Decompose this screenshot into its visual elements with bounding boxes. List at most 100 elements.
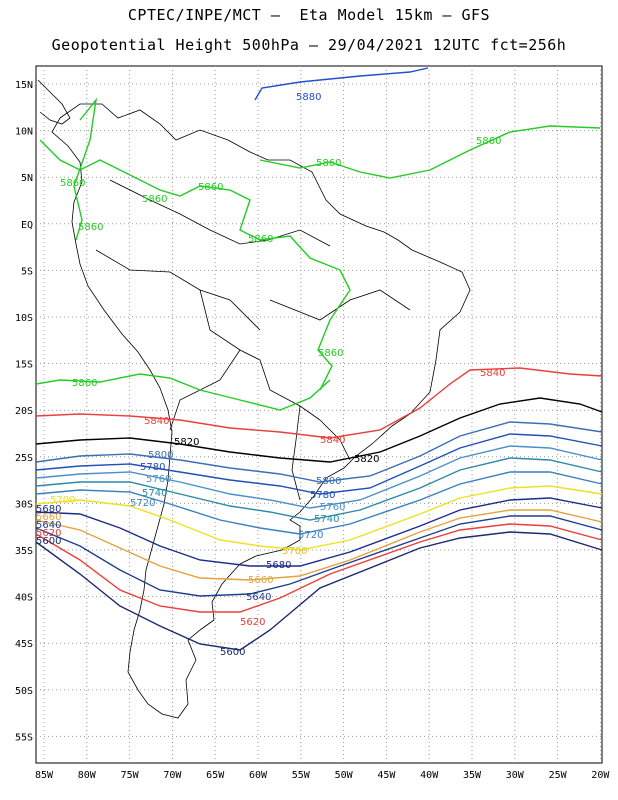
latitude-tick-label: 45S xyxy=(15,639,33,650)
contour-label: 5860 xyxy=(198,182,223,193)
contour-5860-west xyxy=(73,97,98,241)
contour-5840 xyxy=(35,367,603,439)
contour-5700 xyxy=(35,485,603,551)
contour-label: 5700 xyxy=(50,495,75,506)
contour-5800 xyxy=(35,421,603,483)
latitude-tick-label: EQ xyxy=(21,220,33,231)
latitude-tick-label: 25S xyxy=(15,453,33,464)
contour-5740 xyxy=(35,457,603,521)
contour-label: 5880 xyxy=(296,92,321,103)
longitude-tick-label: 85W xyxy=(35,770,54,781)
contour-label: 5840 xyxy=(480,368,505,379)
longitude-tick-label: 30W xyxy=(506,770,525,781)
contour-labels: 5880 5860 5860 5860 5860 5860 5860 5860 … xyxy=(36,92,505,658)
longitude-tick-label: 60W xyxy=(249,770,268,781)
latitude-tick-label: 15S xyxy=(15,360,33,371)
country-border-5 xyxy=(291,405,301,501)
country-border-6 xyxy=(269,289,411,321)
contour-label: 5860 xyxy=(476,136,501,147)
contour-label: 5640 xyxy=(246,592,271,603)
latitude-tick-label: 50S xyxy=(15,686,33,697)
longitude-tick-label: 70W xyxy=(163,770,182,781)
longitude-tick-label: 65W xyxy=(206,770,225,781)
longitude-tick-label: 50W xyxy=(335,770,354,781)
contour-label: 5620 xyxy=(240,617,265,628)
plot-frame xyxy=(35,65,603,764)
contour-label: 5840 xyxy=(320,435,345,446)
contour-label: 5860 xyxy=(142,194,167,205)
contour-5880 xyxy=(254,67,429,101)
contour-label: 5860 xyxy=(248,234,273,245)
contour-label: 5780 xyxy=(140,462,165,473)
lat-lon-grid xyxy=(36,66,602,763)
contour-label: 5680 xyxy=(36,504,61,515)
contour-label: 5820 xyxy=(174,437,199,448)
contour-label: 5860 xyxy=(60,178,85,189)
contour-5720 xyxy=(35,471,603,535)
contour-5820 xyxy=(35,397,603,463)
longitude-tick-label: 25W xyxy=(549,770,568,781)
country-border-7 xyxy=(319,419,351,461)
contour-5680 xyxy=(35,497,603,567)
contour-label: 5820 xyxy=(354,454,379,465)
longitude-tick-label: 75W xyxy=(121,770,140,781)
contour-label: 5860 xyxy=(318,348,343,359)
contour-label: 5740 xyxy=(314,514,339,525)
central-america-coast xyxy=(37,79,71,125)
longitude-tick-label: 40W xyxy=(420,770,439,781)
contour-label: 5620 xyxy=(36,528,61,539)
contour-5860-north xyxy=(259,125,601,179)
latitude-tick-label: 35S xyxy=(15,546,33,557)
contour-label: 5600 xyxy=(36,536,61,547)
longitude-tick-label: 80W xyxy=(78,770,97,781)
latitude-tick-label: 10S xyxy=(15,313,33,324)
contour-5660 xyxy=(35,509,603,581)
contour-label: 5640 xyxy=(36,520,61,531)
latitude-tick-label: 55S xyxy=(15,732,33,743)
contour-5780 xyxy=(35,433,603,495)
contour-label: 5760 xyxy=(320,502,345,513)
contour-label: 5720 xyxy=(298,530,323,541)
contour-label: 5700 xyxy=(282,546,307,557)
longitude-tick-label: 45W xyxy=(377,770,396,781)
contour-label: 5840 xyxy=(144,416,169,427)
contour-label: 5760 xyxy=(146,474,171,485)
latitude-tick-label: 20S xyxy=(15,406,33,417)
longitude-tick-labels: 85W 80W 75W 70W 65W 60W 55W 50W 45W 40W 35W 30W 25W 2… xyxy=(35,770,610,781)
latitude-tick-label: 40S xyxy=(15,593,33,604)
latitude-tick-label: 30S xyxy=(15,499,33,510)
contour-5620 xyxy=(35,523,603,613)
map-title-line-1: CPTEC/INPE/MCT – Eta Model 15km – GFS xyxy=(127,6,491,24)
longitude-tick-label: 35W xyxy=(463,770,482,781)
contour-label: 5860 xyxy=(78,222,103,233)
contour-label: 5680 xyxy=(266,560,291,571)
contour-label: 5780 xyxy=(310,490,335,501)
country-border-4 xyxy=(169,349,241,431)
contour-5760 xyxy=(35,445,603,509)
contour-label: 5740 xyxy=(142,488,167,499)
latitude-tick-label: 5S xyxy=(21,266,33,277)
contour-5860-south xyxy=(35,373,331,411)
contour-label: 5720 xyxy=(130,498,155,509)
contour-label: 5800 xyxy=(316,476,341,487)
latitude-tick-label: 15N xyxy=(15,80,33,91)
contour-label: 5860 xyxy=(72,378,97,389)
map-title-line-2: Geopotential Height 500hPa – 29/04/2021 … xyxy=(51,36,567,54)
contour-5640 xyxy=(35,515,603,597)
contour-label: 5660 xyxy=(248,575,273,586)
contour-5860-amazon xyxy=(39,139,351,391)
contour-label: 5660 xyxy=(36,512,61,523)
contour-label: 5600 xyxy=(220,647,245,658)
country-border-1 xyxy=(109,179,331,247)
country-border-2 xyxy=(95,249,261,331)
contour-5600 xyxy=(35,531,603,651)
contour-label: 5800 xyxy=(148,450,173,461)
latitude-tick-labels: 15N 10N 5N EQ 5S 10S 15S 20S 25S 30S 35S 40S 45S 50S 5… xyxy=(15,80,33,743)
latitude-tick-label: 5N xyxy=(21,173,33,184)
latitude-tick-label: 10N xyxy=(15,127,33,138)
contour-layer xyxy=(35,67,603,651)
longitude-tick-label: 55W xyxy=(292,770,311,781)
longitude-tick-label: 20W xyxy=(591,770,610,781)
south-america-coastline xyxy=(51,103,471,719)
